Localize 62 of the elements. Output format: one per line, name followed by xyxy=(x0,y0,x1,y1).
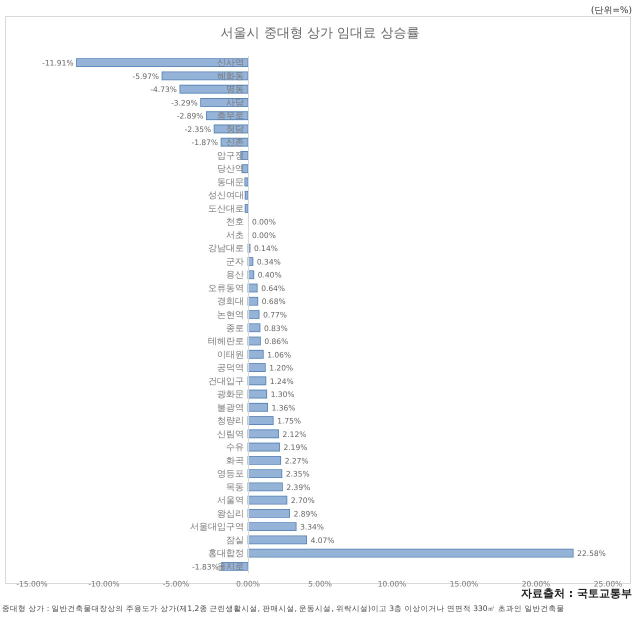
y-tick-label: 화곡 xyxy=(226,456,244,466)
y-tick-label: 동대문 xyxy=(217,178,244,188)
bar xyxy=(248,548,574,558)
y-tick-label: 천호 xyxy=(226,218,244,228)
y-tick-label: 혜화동 xyxy=(217,72,244,82)
bar xyxy=(248,390,268,398)
bar xyxy=(248,416,274,425)
bar xyxy=(248,363,266,372)
bar xyxy=(244,190,248,200)
y-tick-label: 건대입구 xyxy=(208,376,244,387)
y-tick-label: 홍대합정 xyxy=(208,549,244,560)
bar xyxy=(248,336,261,346)
y-tick-label: 도산대로 xyxy=(208,204,244,214)
bar xyxy=(248,402,268,412)
bar xyxy=(248,350,264,359)
y-tick-label: 명동 xyxy=(226,85,244,96)
y-tick-label: 신사역 xyxy=(217,58,244,69)
y-tick-label: 서울역 xyxy=(217,496,244,506)
bar xyxy=(244,204,248,213)
y-tick-label: 광화문 xyxy=(217,390,244,400)
y-tick-label: 영등포 xyxy=(217,470,244,480)
y-tick-label: 사당 xyxy=(226,98,244,108)
y-tick-label: 성신여대 xyxy=(208,191,244,202)
y-tick-label: 강남대로 xyxy=(208,244,244,254)
y-tick-label: 용산 xyxy=(226,270,244,281)
y-tick-label: 왕십리 xyxy=(217,509,244,520)
bar xyxy=(248,522,296,532)
chart-title: 서울시 중대형 상가 임대료 상승률 xyxy=(220,25,420,42)
bar xyxy=(76,58,248,68)
y-tick-label: 청량리 xyxy=(217,416,244,427)
bar xyxy=(248,482,283,492)
y-tick-label: 서울대입구역 xyxy=(190,522,244,533)
y-tick-label: 논현역 xyxy=(217,310,244,320)
y-tick-label: 종로 xyxy=(226,324,244,334)
y-tick-label: 공덕역 xyxy=(217,364,244,374)
bar xyxy=(248,376,266,386)
bar xyxy=(244,178,248,186)
bar xyxy=(248,469,282,478)
bar xyxy=(248,429,279,438)
y-tick-label: 군자 xyxy=(226,257,244,268)
y-tick-label: 이태원 xyxy=(217,350,244,360)
y-tick-label: 신림역 xyxy=(217,430,244,440)
bar xyxy=(248,323,260,332)
text: (단위=%) xyxy=(590,5,632,17)
bar xyxy=(248,496,288,505)
bar xyxy=(248,442,280,452)
y-tick-label: 목동 xyxy=(226,482,244,493)
bar xyxy=(248,456,282,465)
y-tick-label: 충무로 xyxy=(217,112,244,122)
bar xyxy=(248,535,308,544)
y-tick-label: 잠실 xyxy=(226,536,244,546)
y-tick-label: 오류동역 xyxy=(208,284,244,294)
y-tick-label: 불광역 xyxy=(217,403,244,414)
bar xyxy=(248,508,290,518)
y-tick-label: 서초 xyxy=(226,230,244,241)
y-tick-label: 청담 xyxy=(226,124,244,135)
bar xyxy=(248,310,260,319)
y-tick-label: 신촌 xyxy=(226,138,244,148)
y-tick-label: 경희대 xyxy=(217,297,244,308)
y-tick-label: 테헤란로 xyxy=(208,337,244,348)
y-tick-label: 수유 xyxy=(226,443,244,454)
text: 자료출처 : 국토교통부 xyxy=(520,587,632,601)
